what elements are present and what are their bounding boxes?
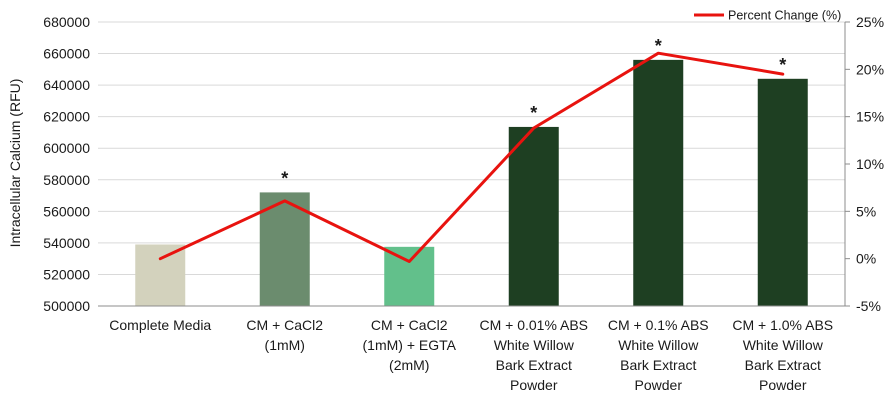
y-tick-label: 600000 <box>43 140 90 156</box>
category-label: CM + CaCl2 (1mM) <box>246 317 323 353</box>
y2-tick-label: 15% <box>856 109 884 125</box>
y-tick-label: 680000 <box>43 14 90 30</box>
y2-tick-label: 20% <box>856 61 884 77</box>
legend-label: Percent Change (%) <box>728 9 841 23</box>
y-tick-label: 620000 <box>43 109 90 125</box>
category-label: CM + 0.01% ABS White Willow Bark Extract Po… <box>479 317 588 393</box>
category-labels: Complete Media CM + CaCl2 (1mM) CM + CaCl2(… <box>109 317 833 393</box>
legend: Percent Change (%) <box>694 9 841 23</box>
y-tick-label: 660000 <box>43 46 90 62</box>
category-label: CM + 0.1% ABS White Willow Bark Extract Pow… <box>608 317 709 393</box>
y2-tick-label: 0% <box>856 251 876 267</box>
category-label: CM + 1.0% ABS White Willow Bark Extract Pow… <box>732 317 833 393</box>
significance-star: * <box>530 103 537 123</box>
bar <box>259 192 310 306</box>
significance-markers: * * * * <box>281 36 786 189</box>
bars <box>135 59 808 306</box>
left-axis-ticks: 500000 520000 540000 560000 580000 600000 6200… <box>43 14 90 314</box>
significance-star: * <box>281 168 288 188</box>
y2-tick-label: 10% <box>856 156 884 172</box>
significance-star: * <box>779 55 786 75</box>
y-tick-label: 540000 <box>43 235 90 251</box>
y-tick-label: 500000 <box>43 298 90 314</box>
bar <box>384 246 435 306</box>
percent-change-series-line <box>158 51 785 263</box>
y2-tick-label: -5% <box>856 298 881 314</box>
y-tick-label: 580000 <box>43 172 90 188</box>
category-label: Complete Media <box>109 317 211 333</box>
y2-tick-label: 5% <box>856 203 876 219</box>
bar <box>508 126 559 306</box>
y-tick-label: 560000 <box>43 203 90 219</box>
percent-change-line <box>158 51 785 263</box>
bar <box>757 78 808 306</box>
gridlines <box>98 21 845 307</box>
category-label: CM + CaCl2 (1mM) + EGTA (2mM) <box>363 317 457 373</box>
y-axis-title: Intracellular Calcium (RFU) <box>7 79 23 248</box>
bar <box>135 244 186 306</box>
y-tick-label: 520000 <box>43 266 90 282</box>
bar <box>633 59 684 306</box>
y2-tick-label: 25% <box>856 14 884 30</box>
y-tick-label: 640000 <box>43 77 90 93</box>
significance-star: * <box>655 36 662 56</box>
right-axis-ticks: -5% 0% 5% 10% 15% 20% 25% <box>845 14 884 314</box>
